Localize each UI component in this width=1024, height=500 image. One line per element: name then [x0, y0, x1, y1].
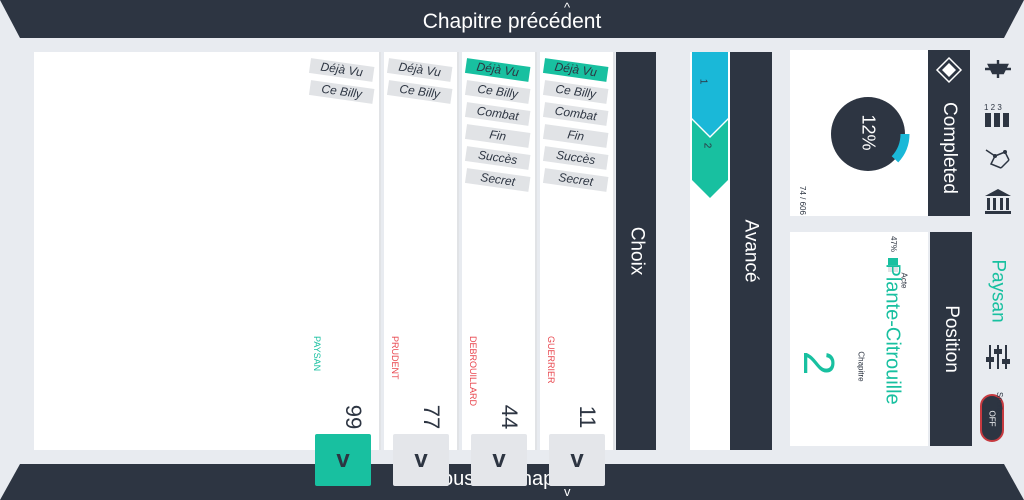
chapter-title: Plante-Citrouille [881, 263, 904, 405]
choice-tag: Ce Billy [464, 80, 531, 104]
spoils-toggle[interactable]: OFF [980, 394, 1004, 442]
choice-column[interactable]: Déjà Vu Ce Billy Combat Fin Succès Secret 44 DE… [462, 52, 537, 486]
avance-label: Avancé [741, 219, 762, 283]
completion-count: 74 / 606 [797, 186, 807, 215]
completed-panel: 12% 74 / 606 [790, 50, 928, 216]
tree-map-icon[interactable] [980, 144, 1016, 174]
completed-label: Completed [939, 102, 961, 194]
choice-column[interactable]: Déjà Vu Ce Billy 77 PRUDENT v [384, 52, 459, 486]
avance-tab[interactable]: Avancé [730, 52, 772, 450]
choice-number: 11 [575, 405, 600, 429]
choice-class: DEBROUILLARD [468, 336, 478, 407]
choice-tag: Secret [542, 168, 609, 192]
chevron-up-icon: ^ [564, 0, 571, 15]
choice-tag: Déjà Vu [308, 58, 375, 82]
expand-choice-button[interactable]: v [393, 434, 449, 486]
shield-icon [935, 56, 963, 84]
choice-tag: Secret [464, 168, 531, 192]
choice-number: 99 [341, 404, 366, 430]
completion-percent: 12% [858, 114, 879, 151]
choice-tag: Fin [464, 124, 531, 148]
step-1-marker[interactable] [692, 52, 728, 136]
choice-tag: Déjà Vu [464, 58, 531, 82]
chapitre-number: 2 [794, 350, 844, 376]
choice-tag: Ce Billy [308, 80, 375, 104]
class-name-label: Paysan [988, 259, 1009, 323]
acte-progress-track [888, 258, 898, 272]
completion-donut [831, 97, 910, 171]
spoils-label: Spoils [995, 392, 1004, 414]
choice-tag: Ce Billy [542, 80, 609, 104]
acte-percent: 47% [889, 236, 898, 253]
choice-tag: Succès [542, 146, 609, 170]
choice-column[interactable]: Déjà Vu Ce Billy 99 PAYSAN v [306, 52, 381, 486]
choice-class: PAYSAN [312, 336, 322, 372]
step-1-label: 1 [697, 78, 709, 85]
library-icon[interactable] [980, 186, 1016, 216]
choice-tag: Succès [464, 146, 531, 170]
choice-tag: Déjà Vu [542, 58, 609, 82]
statistics-icon[interactable]: 1 2 3 [980, 100, 1016, 130]
choice-tag: Déjà Vu [386, 58, 453, 82]
step-2-marker[interactable] [692, 120, 728, 198]
settings-sliders-icon[interactable] [980, 342, 1016, 372]
choice-tag: Combat [542, 102, 609, 126]
choice-tag: Ce Billy [386, 80, 453, 104]
progress-steps-panel: 1 2 [690, 52, 730, 450]
progress-steps [692, 52, 728, 198]
choice-column[interactable]: Déjà Vu Ce Billy Combat Fin Succès Secret 11 GU… [540, 52, 615, 486]
text-panel [34, 52, 308, 450]
previous-chapter-button[interactable]: ^ Chapitre précédent [0, 0, 1024, 38]
choice-number: 44 [497, 404, 522, 430]
completed-tab[interactable]: Completed [928, 50, 970, 216]
position-tab[interactable]: Position [930, 232, 972, 446]
choice-class: PRUDENT [390, 336, 400, 380]
choix-tab[interactable]: Choix [616, 52, 656, 450]
choice-tag: Fin [542, 124, 609, 148]
chapitre-label: Chapitre [856, 351, 866, 382]
chevron-down-icon: v [564, 484, 571, 499]
choice-class: GUERRIER [546, 336, 556, 384]
position-label: Position [941, 305, 963, 373]
position-panel: 47% Acte Plante-Citrouille Chapitre 2 [790, 232, 928, 446]
expand-choice-button[interactable]: v [471, 434, 527, 486]
expand-choice-button[interactable]: v [549, 434, 605, 486]
acte-progress-fill [888, 258, 898, 265]
map-icon[interactable] [980, 54, 1016, 84]
class-name: Paysan [974, 246, 1022, 336]
previous-chapter-label: Chapitre précédent [422, 10, 602, 33]
svg-text:1 2 3: 1 2 3 [984, 103, 1002, 112]
expand-choice-button[interactable]: v [315, 434, 371, 486]
choice-tag: Combat [464, 102, 531, 126]
choice-number: 77 [419, 404, 444, 430]
step-2-label: 2 [701, 142, 713, 149]
choix-label: Choix [626, 226, 648, 276]
